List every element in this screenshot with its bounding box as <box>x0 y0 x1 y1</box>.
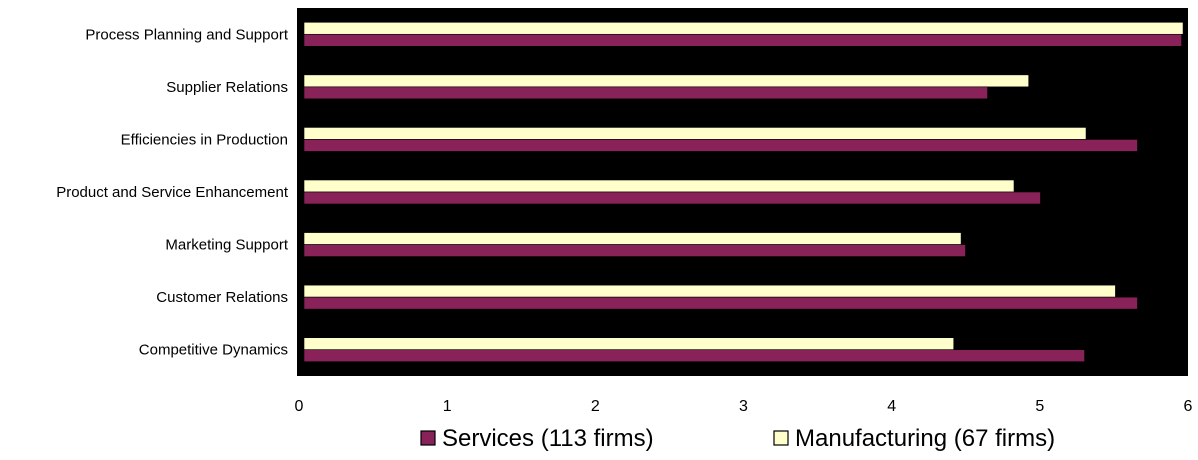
bar-services-0 <box>303 33 1182 47</box>
category-label: Product and Service Enhancement <box>56 184 289 201</box>
bar-services-2 <box>303 139 1138 152</box>
category-label: Marketing Support <box>165 237 288 254</box>
x-axis-ticks: 0 1 2 3 4 5 6 <box>295 398 1193 415</box>
category-label: Supplier Relations <box>166 79 288 96</box>
bar-manufacturing-6 <box>303 337 955 351</box>
bar-manufacturing-0 <box>303 21 1184 35</box>
x-tick-label: 1 <box>443 398 452 415</box>
bar-manufacturing-3 <box>303 179 1015 193</box>
bar-services-5 <box>303 296 1138 310</box>
legend: Services (113 firms) Manufacturing (67 fi… <box>420 425 1055 452</box>
x-tick-label: 0 <box>295 398 304 415</box>
bar-manufacturing-5 <box>303 284 1116 298</box>
category-label: Competitive Dynamics <box>139 342 288 359</box>
x-tick-label: 6 <box>1184 398 1193 415</box>
bar-services-6 <box>303 349 1085 363</box>
x-tick-label: 4 <box>887 398 896 415</box>
x-tick-label: 3 <box>739 398 748 415</box>
legend-swatch <box>420 430 436 446</box>
legend-label: Manufacturing (67 firms) <box>795 425 1055 452</box>
legend-label: Services (113 firms) <box>442 425 654 452</box>
x-tick-label: 5 <box>1035 398 1044 415</box>
category-labels: Process Planning and Support Supplier Rel… <box>56 26 289 358</box>
x-tick-label: 2 <box>591 398 600 415</box>
category-label: Customer Relations <box>156 289 288 306</box>
bar-services-1 <box>303 86 988 100</box>
bar-manufacturing-2 <box>303 127 1087 140</box>
bar-manufacturing-1 <box>303 74 1030 88</box>
bar-services-3 <box>303 191 1041 205</box>
legend-swatch <box>773 430 789 446</box>
bar-services-4 <box>303 244 966 257</box>
category-label: Process Planning and Support <box>85 26 288 43</box>
category-label: Efficiencies in Production <box>121 131 288 148</box>
bar-manufacturing-4 <box>303 232 962 245</box>
bars-group <box>303 21 1184 363</box>
